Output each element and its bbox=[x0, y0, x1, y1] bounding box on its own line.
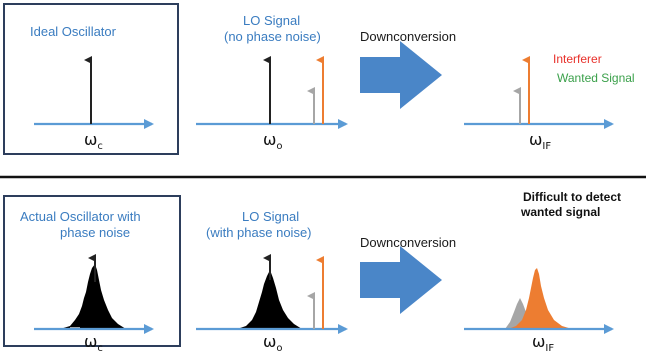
omega-c-bottom-sub: c bbox=[97, 343, 103, 355]
omega-if-bottom-sub: IF bbox=[545, 343, 555, 355]
omega-if-top-sub: IF bbox=[542, 141, 552, 153]
interferer-label: Interferer bbox=[553, 52, 602, 66]
omega-o-bottom: ωo bbox=[263, 332, 283, 355]
downconversion-big-arrow-top bbox=[360, 41, 442, 109]
wanted-signal-label: Wanted Signal bbox=[557, 71, 635, 85]
omega-o-top-sub: o bbox=[276, 141, 283, 153]
difficult-detect-line2: wanted signal bbox=[521, 205, 601, 219]
actual-oscillator-subtitle: phase noise bbox=[60, 225, 131, 240]
noise-skirt-lo bbox=[237, 270, 302, 329]
downconversion-label-top: Downconversion bbox=[360, 29, 457, 44]
omega-c-bottom: ωc bbox=[84, 332, 103, 355]
if-orange-noise bbox=[508, 268, 572, 329]
omega-if-top: ωIF bbox=[529, 130, 552, 153]
lo-signal-title-top: LO Signal bbox=[243, 13, 301, 28]
lo-signal-subtitle-bottom: (with phase noise) bbox=[206, 225, 312, 240]
omega-c-top-sub: c bbox=[97, 141, 103, 153]
lo-signal-subtitle-top: (no phase noise) bbox=[224, 29, 321, 44]
omega-c-top: ωc bbox=[84, 130, 103, 153]
actual-oscillator-title: Actual Oscillator with bbox=[20, 209, 141, 224]
omega-o-bottom-sub: o bbox=[276, 343, 283, 355]
noise-skirt-actual bbox=[60, 264, 126, 329]
difficult-detect-line1: Difficult to detect bbox=[523, 190, 621, 204]
lo-signal-title-bottom: LO Signal bbox=[242, 209, 300, 224]
actual-oscillator-box bbox=[3, 195, 181, 347]
omega-o-top: ωo bbox=[263, 130, 283, 153]
ideal-oscillator-title: Ideal Oscillator bbox=[30, 24, 116, 39]
ideal-oscillator-box bbox=[3, 3, 179, 155]
downconversion-big-arrow-bottom bbox=[360, 246, 442, 314]
omega-if-bottom: ωIF bbox=[532, 332, 555, 355]
downconversion-label-bottom: Downconversion bbox=[360, 235, 457, 250]
